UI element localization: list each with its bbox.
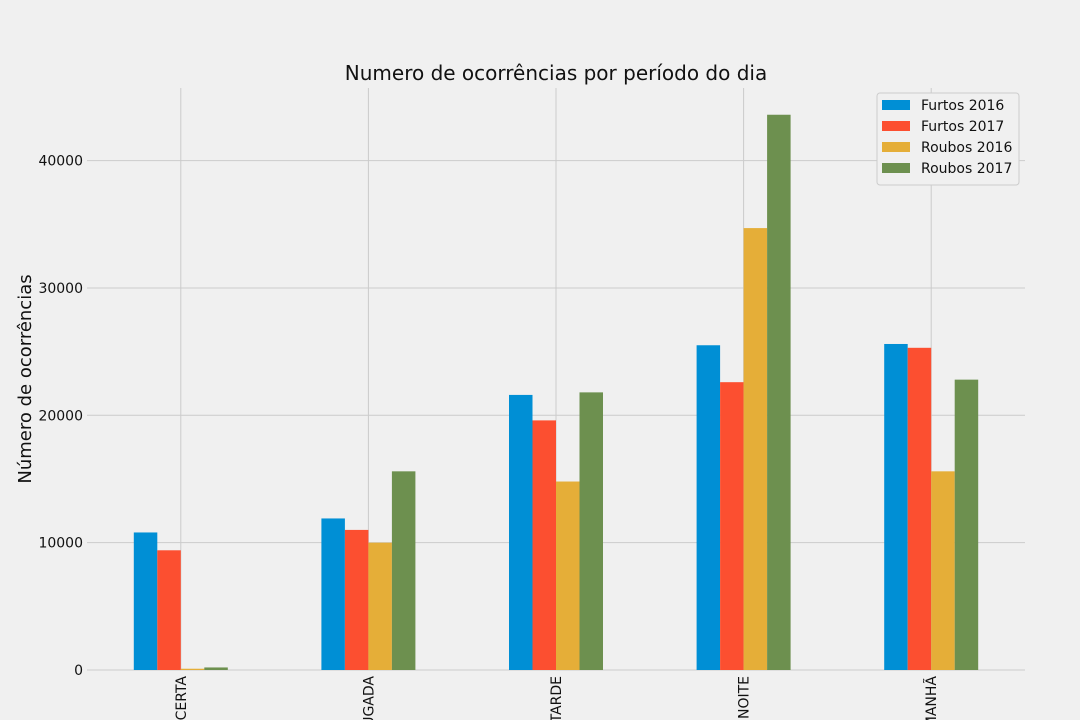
bar (767, 114, 791, 671)
legend-label: Roubos 2016 (921, 140, 1012, 156)
bar (720, 382, 744, 670)
bars (133, 114, 979, 671)
bar (133, 532, 158, 670)
legend-swatch (882, 100, 910, 110)
legend-label: Furtos 2016 (921, 98, 1004, 114)
legend: Furtos 2016 Furtos 2017 Roubos 2016 Roubos … (876, 92, 1020, 186)
legend-swatch (882, 142, 910, 152)
bar (556, 481, 580, 670)
bar (180, 668, 205, 670)
bar (157, 550, 181, 670)
legend-label: Furtos 2017 (921, 119, 1004, 135)
bar (696, 345, 721, 670)
bar (391, 471, 416, 670)
legend-swatch (882, 163, 910, 173)
y-axis-label: Número de ocorrências (15, 274, 36, 483)
legend-swatch (882, 121, 910, 131)
bar (954, 379, 979, 670)
bar (509, 394, 533, 670)
bar (884, 343, 908, 670)
bar (907, 347, 932, 670)
x-tick-label: NOITE (737, 676, 753, 719)
bar (931, 471, 955, 670)
legend-label: Roubos 2017 (921, 161, 1012, 177)
x-axis-ticks: CERTA UGADA TARDE NOITE MANHÃ (174, 676, 940, 720)
bar (344, 529, 369, 670)
y-tick-label: 10000 (38, 536, 83, 552)
y-tick-label: 0 (74, 663, 83, 679)
x-tick-label: CERTA (174, 676, 190, 720)
x-tick-label: MANHÃ (923, 676, 940, 720)
legend-box (876, 92, 1020, 186)
y-tick-label: 20000 (38, 408, 83, 424)
bar (532, 420, 556, 670)
bar (204, 667, 228, 670)
x-tick-label: TARDE (549, 676, 565, 720)
chart-title: Numero de ocorrências por período do dia (345, 61, 767, 85)
bar (368, 542, 392, 670)
bar (579, 392, 603, 670)
bar (321, 518, 345, 670)
y-tick-label: 30000 (38, 281, 83, 297)
y-tick-label: 40000 (38, 154, 83, 170)
x-tick-label: UGADA (361, 676, 377, 720)
y-axis-ticks: 0 10000 20000 30000 40000 (38, 154, 83, 679)
bar (743, 228, 768, 670)
